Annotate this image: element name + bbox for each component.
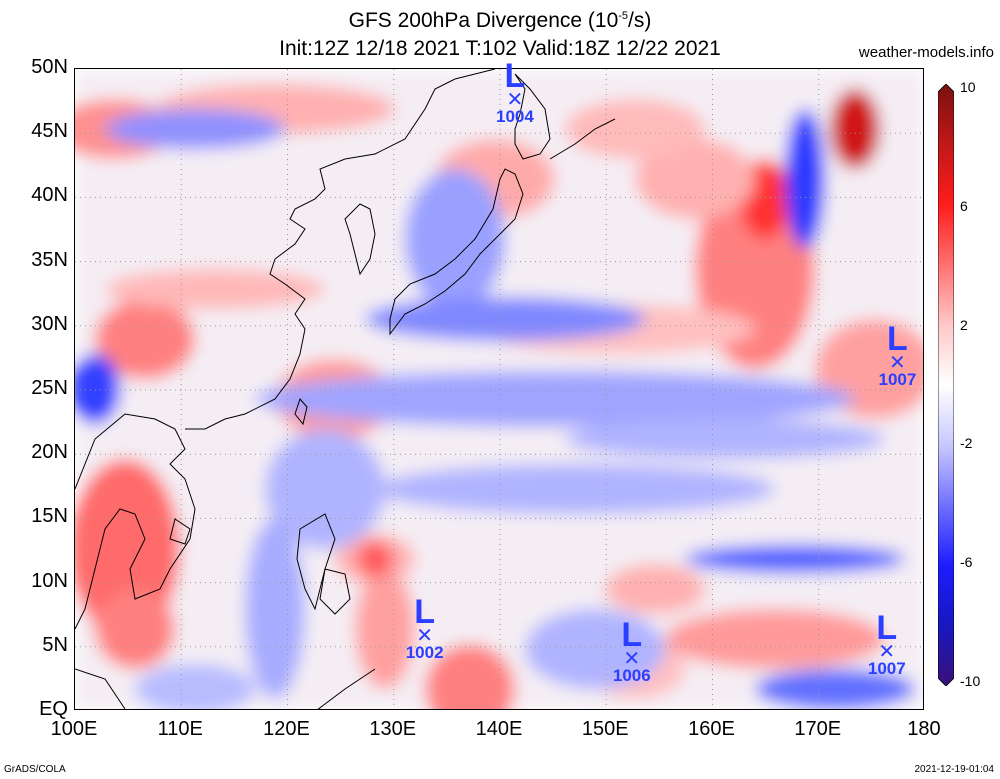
divergence-field xyxy=(75,69,923,709)
y-tick-label: 5N xyxy=(42,633,68,656)
low-center-icon: ✕ xyxy=(889,352,906,375)
low-pressure-value: 1002 xyxy=(405,642,444,662)
colorbar xyxy=(938,84,954,686)
colorbar-label: -2 xyxy=(960,435,973,452)
y-tick-label: EQ xyxy=(39,698,68,720)
y-tick-label: 40N xyxy=(31,184,68,207)
low-letter: L xyxy=(414,592,436,631)
site-name: weather-models.info xyxy=(858,44,994,61)
y-tick-label: 15N xyxy=(31,505,68,528)
low-pressure-marker: L ✕ 1004 xyxy=(485,57,545,127)
y-tick-label: 20N xyxy=(31,441,68,464)
low-center-icon: ✕ xyxy=(878,641,896,664)
y-tick-label: 10N xyxy=(31,569,68,592)
footer-right: 2021-12-19-01:04 xyxy=(914,764,994,775)
low-letter: L xyxy=(887,320,908,359)
low-letter: L xyxy=(876,609,898,648)
x-tick-label: 130E xyxy=(369,718,417,740)
footer-left: GrADS/COLA xyxy=(4,764,66,775)
y-tick-label: 45N xyxy=(31,120,68,143)
x-tick-label: 110E xyxy=(157,718,203,740)
low-center-icon: ✕ xyxy=(506,89,524,112)
x-tick-label: 180 xyxy=(907,718,941,740)
graticule xyxy=(75,69,923,709)
low-pressure-marker: L ✕ 1007 xyxy=(857,609,917,679)
low-letter: L xyxy=(504,57,526,96)
low-pressure-value: 1007 xyxy=(867,659,906,679)
colorbar-label: 2 xyxy=(960,316,968,333)
colorbar-label: 10 xyxy=(960,79,976,95)
x-tick-label: 100E xyxy=(50,718,98,740)
colorbar-label: -6 xyxy=(960,554,973,571)
low-pressure-value: 1007 xyxy=(878,370,917,390)
x-tick-label: 150E xyxy=(581,718,629,740)
x-tick-label: 170E xyxy=(794,718,842,740)
x-tick-label: 160E xyxy=(688,718,735,740)
colorbar-label: -10 xyxy=(960,673,981,689)
y-tick-label: 30N xyxy=(31,312,68,335)
low-pressure-marker: L ✕ 1002 xyxy=(395,592,455,662)
low-pressure-marker: L ✕ 1006 xyxy=(602,615,662,685)
colorbar-label: 6 xyxy=(960,197,968,214)
divergence-map xyxy=(74,68,924,710)
chart-title: GFS 200hPa Divergence (10-5/s) xyxy=(348,9,652,32)
y-tick-label: 35N xyxy=(31,248,68,271)
map-svg xyxy=(75,69,923,709)
low-center-icon: ✕ xyxy=(416,624,433,647)
x-tick-label: 140E xyxy=(475,718,523,740)
y-tick-label: 25N xyxy=(31,377,68,399)
low-letter: L xyxy=(621,615,643,654)
low-pressure-value: 1004 xyxy=(496,107,534,127)
coastlines xyxy=(75,69,616,709)
low-pressure-marker: L ✕ 1007 xyxy=(867,320,927,390)
y-tick-label: 50N xyxy=(31,56,68,78)
low-center-icon: ✕ xyxy=(623,647,641,670)
chart-subtitle: Init:12Z 12/18 2021 T:102 Valid:18Z 12/2… xyxy=(279,37,721,60)
low-pressure-value: 1006 xyxy=(612,665,651,685)
x-tick-label: 120E xyxy=(263,718,310,740)
